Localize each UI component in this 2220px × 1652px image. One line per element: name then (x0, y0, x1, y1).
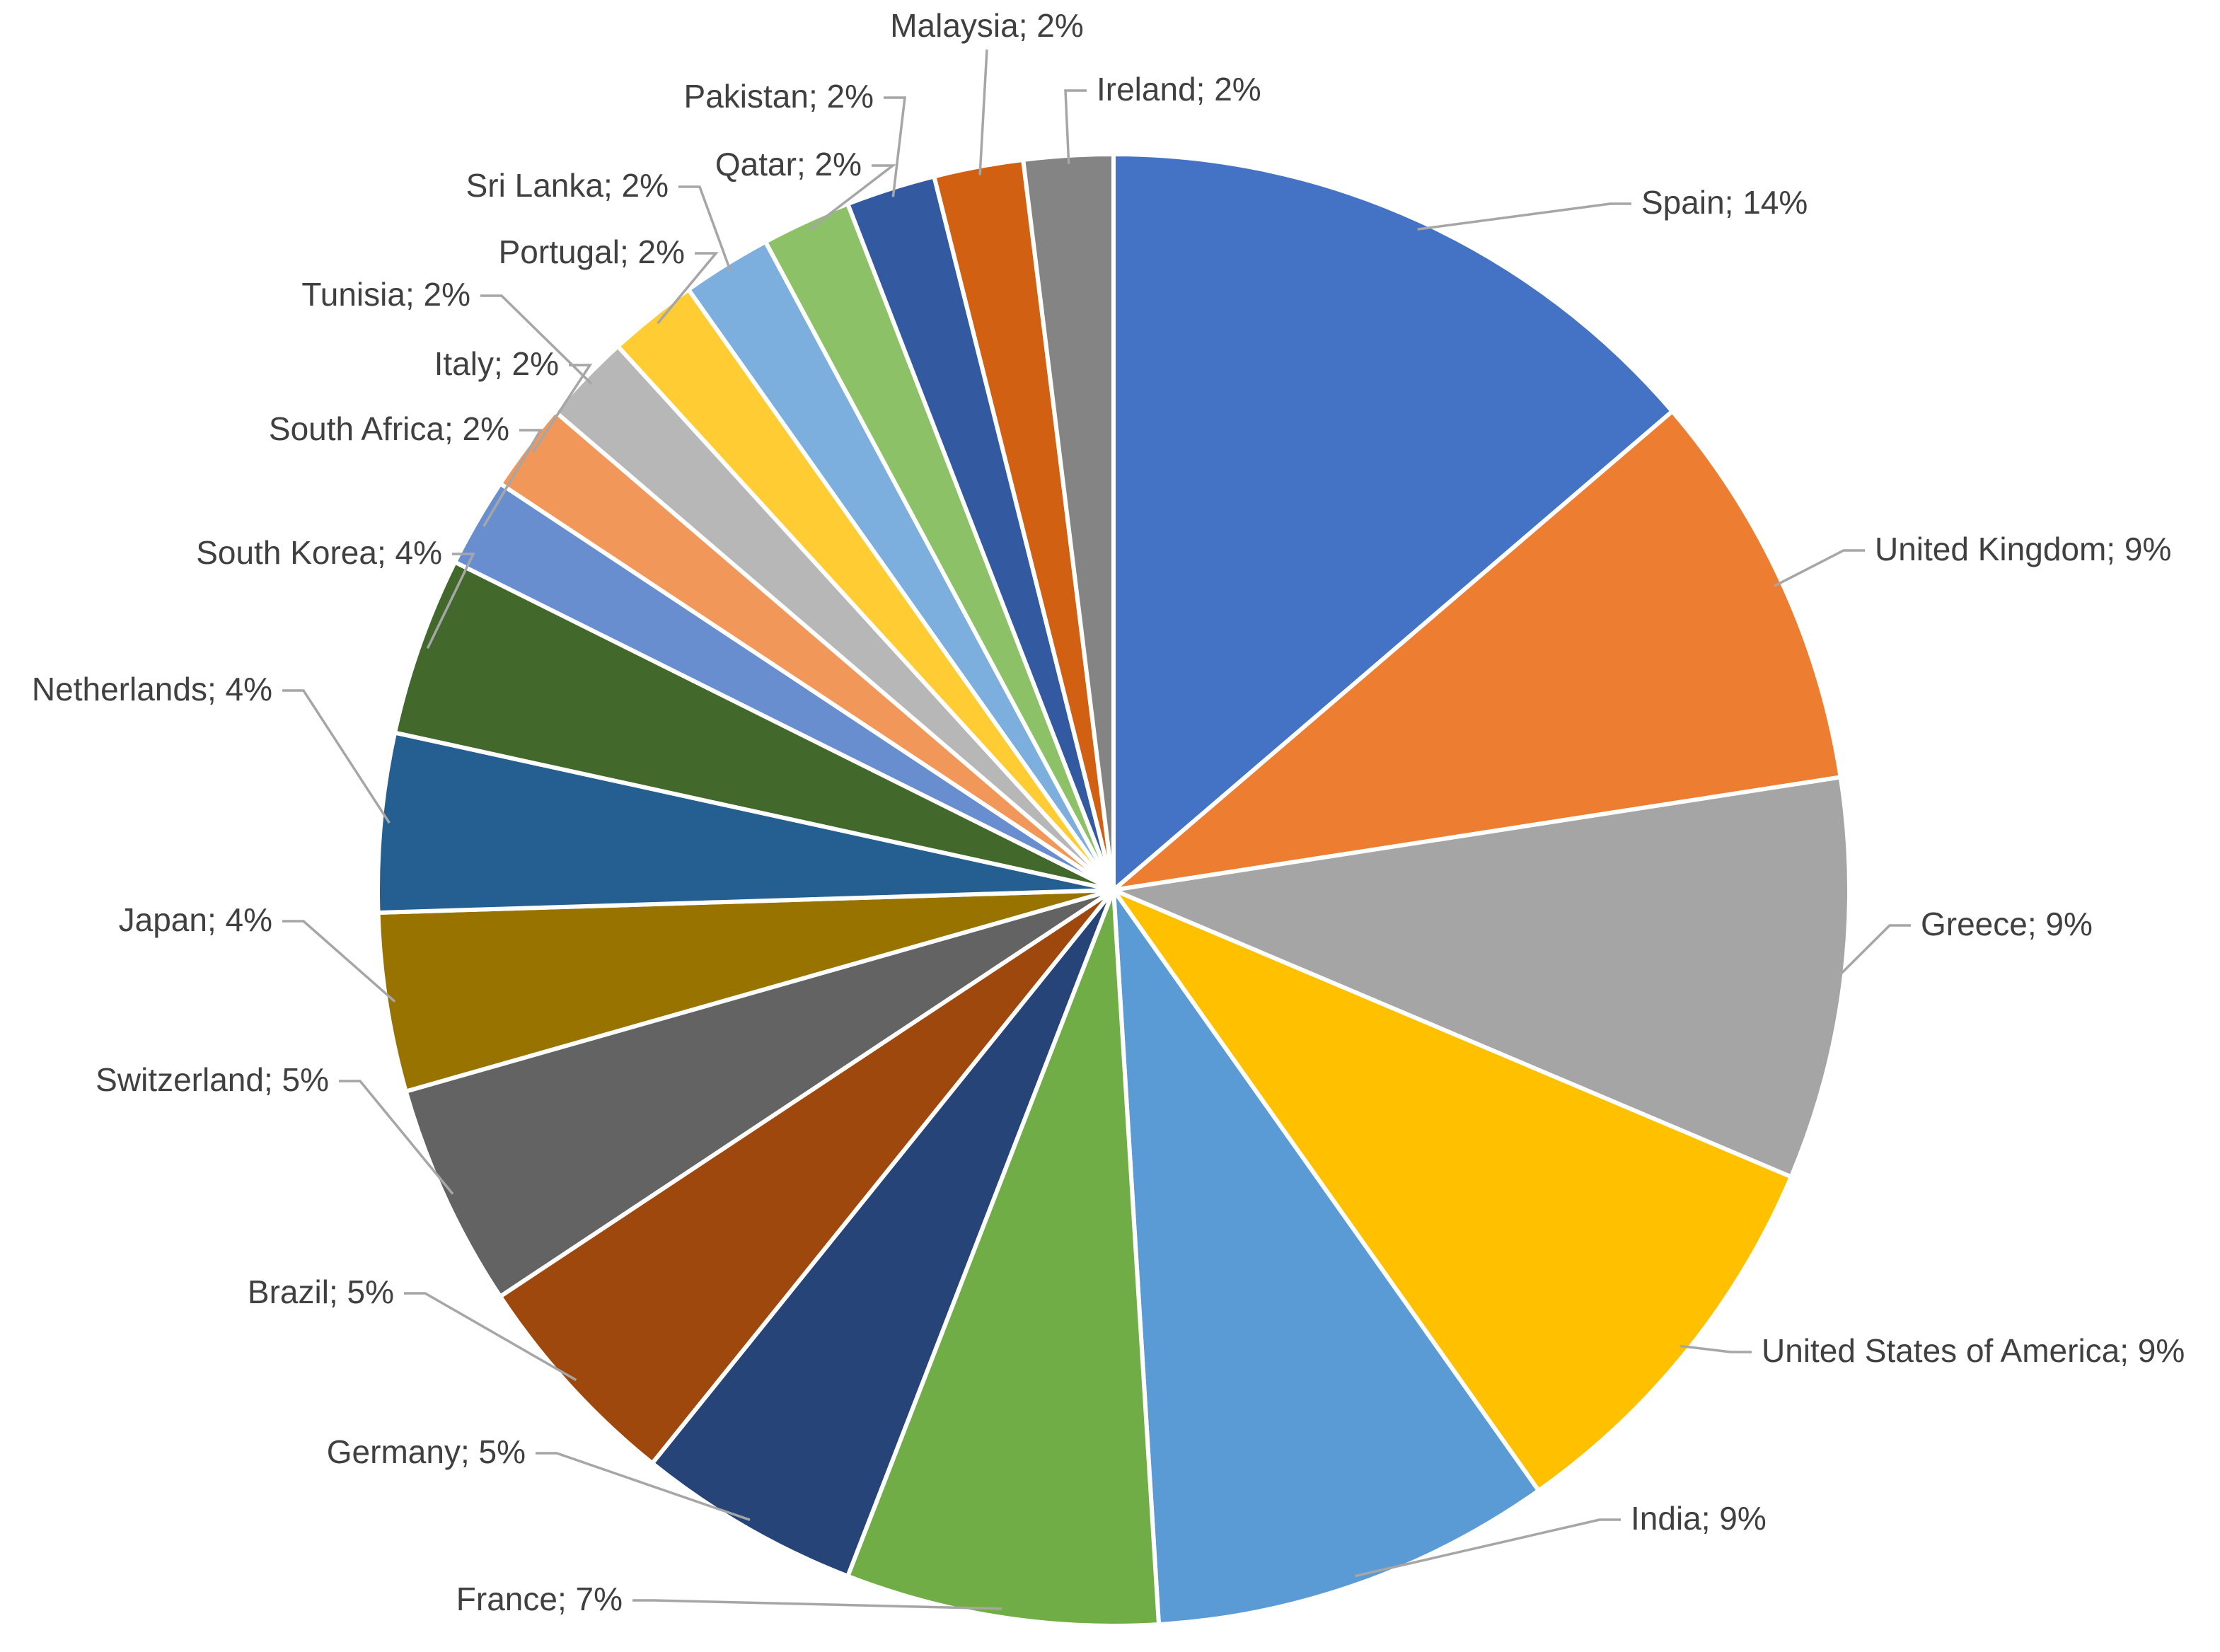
data-labels: Spain; 14% United Kingdom; 9% Greece; 9% Un… (32, 7, 2185, 1617)
leader-line-spain (1417, 202, 1631, 231)
data-label-tunisia: Tunisia; 2% (301, 276, 470, 313)
leader-line-netherlands (282, 689, 391, 824)
pie-slice-france (845, 888, 1162, 1628)
data-label-germany: Germany; 5% (327, 1433, 526, 1470)
pie-slice-greece (1111, 775, 1851, 1179)
pie-slices (376, 152, 1851, 1628)
leader-line-brazil (404, 1292, 577, 1382)
leader-line-france (632, 1599, 1002, 1610)
leader-line-sri-lanka (678, 185, 732, 272)
data-label-switzerland: Switzerland; 5% (96, 1061, 329, 1098)
leader-line-italy (532, 364, 593, 453)
leader-lines (282, 49, 1911, 1610)
data-label-japan: Japan; 4% (119, 901, 272, 938)
leader-line-ireland (1064, 89, 1087, 165)
pie-slice-switzerland (403, 888, 1116, 1299)
data-label-ireland: Ireland; 2% (1097, 71, 1261, 108)
data-label-brazil: Brazil; 5% (248, 1273, 394, 1310)
data-label-netherlands: Netherlands; 4% (32, 671, 272, 707)
leader-line-south-korea (426, 553, 475, 649)
leader-line-pakistan (884, 96, 906, 197)
leader-line-portugal (657, 252, 719, 325)
data-label-south-africa: South Africa; 2% (269, 410, 509, 447)
pie-slice-spain (1111, 152, 1675, 892)
pie-slice-south-korea (393, 560, 1116, 892)
leader-line-japan (282, 920, 396, 1003)
data-label-south-korea: South Korea; 4% (196, 534, 442, 571)
data-label-united-kingdom: United Kingdom; 9% (1875, 531, 2171, 567)
data-label-france: France; 7% (456, 1581, 623, 1617)
data-label-portugal: Portugal; 2% (499, 233, 685, 270)
leader-line-united-states-of-america (1680, 1344, 1752, 1353)
leader-line-india (1355, 1518, 1621, 1578)
pie-slice-japan (376, 888, 1116, 1094)
pie-slice-netherlands (376, 730, 1116, 915)
leader-line-malaysia (978, 49, 988, 175)
data-label-qatar: Qatar; 2% (715, 146, 862, 183)
data-label-italy: Italy; 2% (434, 345, 559, 382)
data-label-india: India; 9% (1631, 1500, 1767, 1537)
leader-line-south-africa (482, 429, 543, 527)
data-label-malaysia: Malaysia; 2% (890, 7, 1084, 44)
pie-slice-brazil (498, 888, 1116, 1466)
data-label-pakistan: Pakistan; 2% (684, 78, 874, 115)
leader-line-united-kingdom (1774, 549, 1865, 587)
pie-slice-germany (649, 888, 1116, 1578)
data-label-sri-lanka: Sri Lanka; 2% (466, 167, 669, 204)
leader-line-tunisia (480, 294, 593, 385)
pie-slice-united-states-of-america (1111, 888, 1793, 1493)
leader-line-switzerland (339, 1080, 454, 1195)
data-label-spain: Spain; 14% (1641, 184, 1808, 221)
leader-line-qatar (809, 164, 897, 231)
leader-line-greece (1834, 924, 1911, 981)
leader-line-germany (536, 1452, 751, 1521)
data-label-greece: Greece; 9% (1921, 906, 2093, 942)
data-label-united-states-of-america: United States of America; 9% (1762, 1332, 2185, 1369)
pie-slice-india (1111, 888, 1541, 1627)
